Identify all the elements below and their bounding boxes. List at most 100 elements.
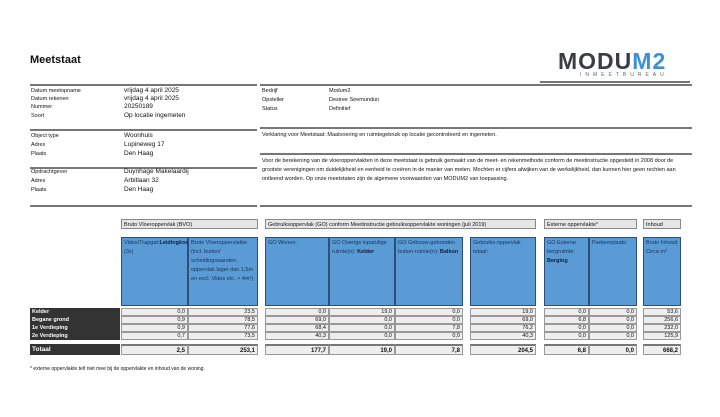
table-cell: 0,0 <box>395 316 463 324</box>
table-cell: 125,9 <box>643 332 681 340</box>
total-cell: 2,5 <box>121 344 188 355</box>
table-cell: 78,5 <box>188 316 258 324</box>
table-cell: 0,0 <box>329 316 395 324</box>
info-value: Den Haag <box>124 150 154 157</box>
info-label: Plaats <box>31 151 47 157</box>
info-label: Datum rekenen <box>31 96 69 102</box>
column-header: Gebruiks-oppervlak totaal: <box>470 237 536 306</box>
column-header-bold: Berging <box>547 258 568 264</box>
info-label: Datum meetopname <box>31 88 81 94</box>
info-label: Status <box>262 106 278 112</box>
divider <box>30 205 257 207</box>
divider <box>30 167 257 169</box>
divider <box>30 129 257 131</box>
table-cell: 69,0 <box>470 316 536 324</box>
total-cell: 668,2 <box>643 344 681 355</box>
column-header: GO Wonen: <box>265 237 329 306</box>
footnote: * externe oppervlakte telt niet mee bij … <box>30 366 205 372</box>
column-header-text: GO Externe bergruimte: <box>547 240 577 255</box>
info-label: Nummer <box>31 104 53 110</box>
divider <box>260 205 692 207</box>
column-header-text: Bruto Inhoud Circa m³ <box>646 240 678 255</box>
column-header-bold: Leidingkoof <box>159 240 191 246</box>
column-header-text: GO Overige inpandige ruimte(n): <box>332 240 387 255</box>
column-header: Bruto Vloeroppervlakte (incl. buiten/ sc… <box>188 237 258 306</box>
info-value: Woonhuis <box>124 132 153 139</box>
info-value: Op locatie ingemeten <box>124 112 186 119</box>
table-cell: 0,0 <box>329 324 395 332</box>
row-label: 2e Verdieping <box>30 332 120 340</box>
table-cell: 0,0 <box>544 324 589 332</box>
total-cell: 19,0 <box>329 344 395 355</box>
info-label: Opdrachtgever <box>31 169 68 175</box>
info-value: Den Haag <box>124 186 154 193</box>
column-header-text: Vides/Trapgat: <box>124 240 160 246</box>
info-value: Modum2 <box>329 88 351 94</box>
divider <box>260 127 692 129</box>
logo-subtitle: INMEETBUREAU <box>580 72 668 78</box>
info-value: Desiree Seemundun <box>329 97 380 103</box>
row-label: 1e Verdieping <box>30 324 120 332</box>
table-cell: 0,9 <box>121 316 188 324</box>
table-cell: 7,8 <box>395 324 463 332</box>
table-cell: 40,3 <box>265 332 329 340</box>
table-cell: 0,0 <box>589 308 637 316</box>
column-header: Parkeerplaats: <box>589 237 637 306</box>
column-header-text: Parkeerplaats: <box>592 240 628 246</box>
table-cell: 0,7 <box>121 332 188 340</box>
row-label: Begane grond <box>30 316 120 324</box>
table-cell: 0,0 <box>589 324 637 332</box>
column-header-text: GO Wonen: <box>268 240 297 246</box>
table-cell: 0,0 <box>589 332 637 340</box>
info-value: vrijdag 4 april 2025 <box>124 95 179 102</box>
table-cell: 0,0 <box>395 332 463 340</box>
total-cell: 0,0 <box>589 344 637 355</box>
table-cell: 0,0 <box>121 308 188 316</box>
info-value: Definitief <box>329 106 351 112</box>
info-value: Duynhage Makelaardij <box>124 168 189 175</box>
info-label: Adres <box>31 178 46 184</box>
column-header-text: Bruto Vloeroppervlakte (incl. buiten/ sc… <box>191 240 254 282</box>
verklaring: Verklaring voor Meetstaat: Maatvoering e… <box>262 132 497 138</box>
total-cell: 177,7 <box>265 344 329 355</box>
info-label: Bedrijf <box>262 88 278 94</box>
modum2-logo: MODUM2 <box>558 48 667 74</box>
group-header: Externe oppervlakte* <box>544 219 637 229</box>
page-title: Meetstaat <box>30 54 81 66</box>
group-header: Inhoud <box>643 219 681 229</box>
info-value: Arbitlaan 32 <box>124 177 159 184</box>
table-cell: 53,6 <box>643 308 681 316</box>
column-header-suffix: (3x) <box>124 249 134 255</box>
table-cell: 69,0 <box>265 316 329 324</box>
info-value: 20250189 <box>124 103 153 110</box>
column-header: GO Gebouw-gebonden buiten-ruimte(n): Bal… <box>395 237 463 306</box>
info-value: Lupineweg 17 <box>124 141 165 148</box>
table-cell: 68,4 <box>265 324 329 332</box>
table-cell: 256,6 <box>643 316 681 324</box>
table-cell: 23,5 <box>188 308 258 316</box>
group-header: Bruto Vloeroppervlak (BVO) <box>121 219 258 229</box>
info-label: Adres <box>31 142 46 148</box>
divider <box>260 84 692 86</box>
column-header: Bruto Inhoud Circa m³ <box>643 237 681 306</box>
column-header: GO Externe bergruimte: Berging <box>544 237 589 306</box>
group-header: Gebruiksoppervlak (GO) conform Meetinstr… <box>265 219 536 229</box>
total-cell: 204,5 <box>470 344 536 355</box>
column-header-bold: Kelder <box>357 249 375 255</box>
table-cell: 0,0 <box>544 332 589 340</box>
column-header-bold: Balkon <box>439 249 459 255</box>
table-cell: 0,0 <box>265 308 329 316</box>
table-cell: 232,0 <box>643 324 681 332</box>
table-cell: 77,6 <box>188 324 258 332</box>
table-cell: 6,8 <box>544 316 589 324</box>
total-cell: 6,8 <box>544 344 589 355</box>
table-cell: 40,3 <box>470 332 536 340</box>
table-cell: 0,9 <box>121 324 188 332</box>
info-label: Opsteller <box>262 97 285 103</box>
divider <box>30 84 257 86</box>
row-label: Kelder <box>30 308 120 316</box>
table-cell: 0,0 <box>395 308 463 316</box>
table-cell: 76,2 <box>470 324 536 332</box>
column-header-text: Gebruiks-oppervlak totaal: <box>473 240 521 255</box>
column-header: Vides/Trapgat:Leidingkoof (3x) <box>121 237 191 306</box>
